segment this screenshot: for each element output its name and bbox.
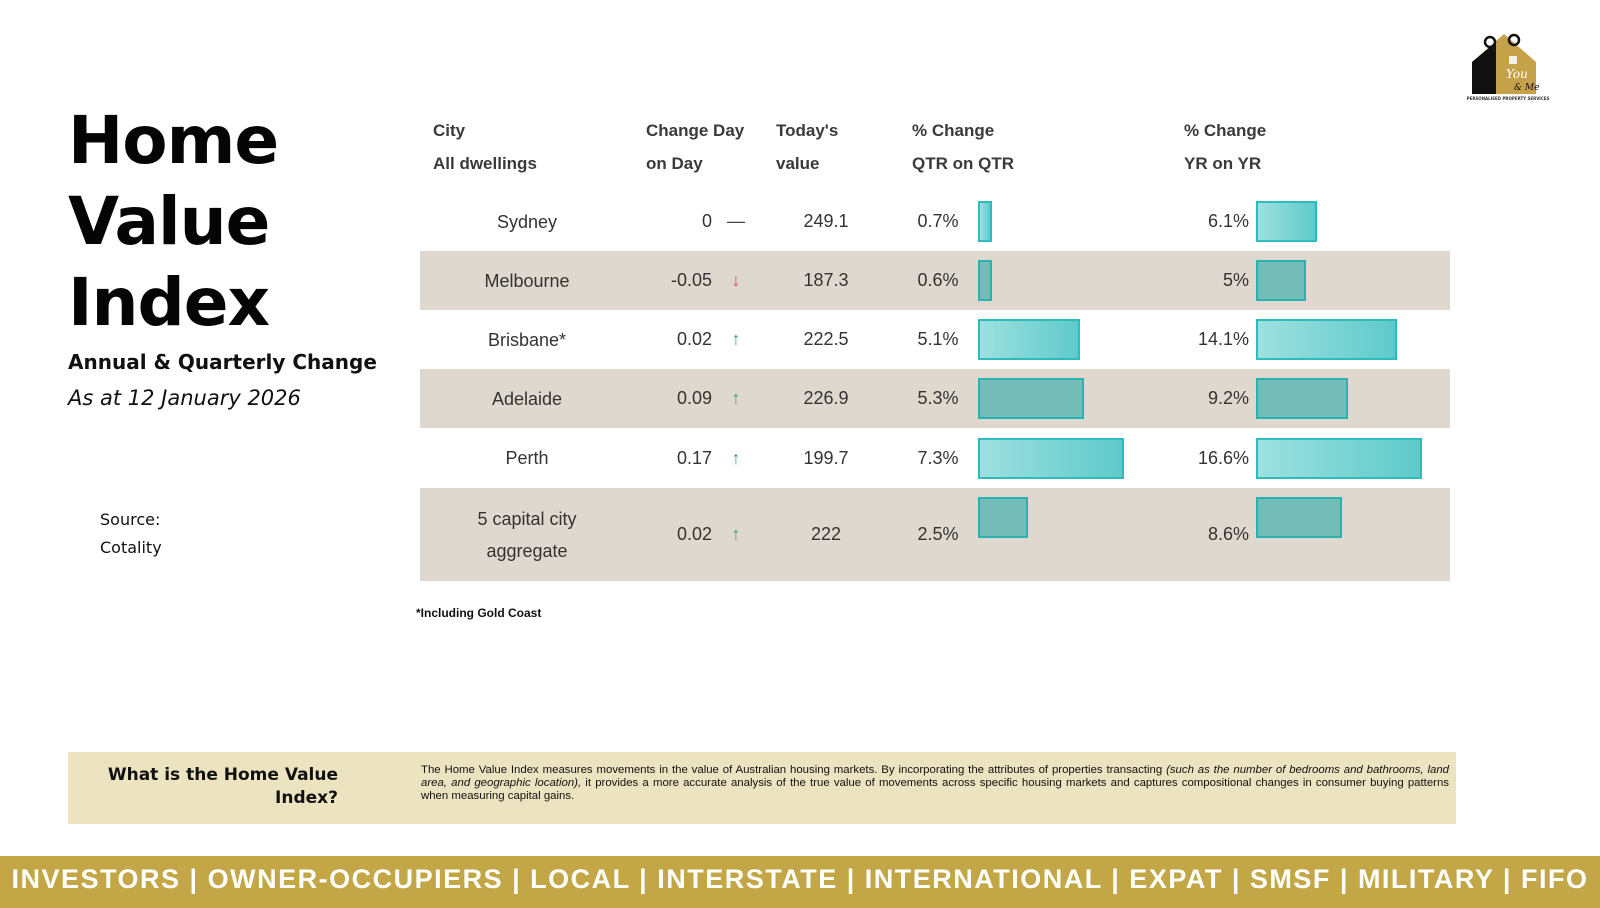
definition-text-1: The Home Value Index measures movements … [421, 764, 1167, 776]
header-change-line1: Change Day [646, 121, 745, 140]
trend-down-icon: ↓ [731, 270, 741, 290]
title-line-1: Home [68, 102, 279, 179]
city-name: Melbourne [484, 270, 570, 291]
city-name: Sydney [496, 211, 558, 232]
change-value: 0.02 [676, 329, 712, 349]
header-value-line2: value [776, 154, 820, 173]
table-row: 5 capital city aggregate 0.02 ↑ 222 2.5%… [420, 488, 1450, 581]
city-name: Perth [505, 448, 549, 468]
qtr-bar [978, 438, 1124, 479]
city-name: Brisbane* [487, 329, 567, 350]
yr-change: 8.6% [1207, 524, 1249, 544]
yr-change: 6.1% [1207, 211, 1249, 231]
header-yr-line1: % Change [1184, 121, 1267, 140]
today-value: 199.7 [803, 447, 849, 468]
qtr-change: 0.6% [917, 270, 959, 290]
definition-question: What is the Home Value Index? [107, 765, 338, 808]
audience-banner: INVESTORS | OWNER-OCCUPIERS | LOCAL | IN… [0, 856, 1600, 908]
table-row: Melbourne -0.05 ↓ 187.3 0.6% 5% [420, 251, 1450, 310]
change-value: 0 [701, 211, 712, 231]
audience-banner-text: INVESTORS | OWNER-OCCUPIERS | LOCAL | IN… [11, 864, 1589, 894]
qtr-bar [978, 497, 1028, 538]
source-note: Source: Cotality [100, 506, 162, 562]
change-value: -0.05 [670, 270, 712, 290]
change-value: 0.09 [676, 388, 712, 408]
page-title: Home Value Index [68, 100, 279, 343]
trend-up-icon: ↑ [731, 329, 741, 349]
trend-up-icon: ↑ [731, 388, 741, 408]
today-value: 249.1 [803, 211, 849, 231]
qtr-change: 5.3% [917, 388, 959, 408]
table-row: Perth 0.17 ↑ 199.7 7.3% 16.6% [420, 428, 1450, 488]
city-name: 5 capital city aggregate [420, 488, 634, 581]
yr-change: 16.6% [1197, 447, 1249, 468]
definition-text-italic: (such as the number of bedrooms and bath… [421, 764, 1449, 789]
header-yr-line2: YR on YR [1184, 154, 1262, 173]
yr-bar [1256, 201, 1317, 242]
yr-change: 5% [1222, 270, 1249, 290]
change-value: 0.02 [676, 524, 712, 544]
qtr-change: 7.3% [917, 447, 959, 468]
title-line-3: Index [68, 264, 270, 341]
today-value: 222 [810, 524, 842, 544]
qtr-bar [978, 260, 992, 301]
page-subtitle: Annual & Quarterly Change [68, 350, 377, 374]
definition-answer: The Home Value Index measures movements … [421, 764, 1449, 803]
city-name: Adelaide [491, 388, 563, 409]
qtr-change: 0.7% [917, 211, 959, 231]
trend-up-icon: ↑ [731, 524, 741, 544]
logo-text-me: & Me [1514, 83, 1539, 93]
logo-text-you: You [1506, 67, 1528, 81]
qtr-bar [978, 201, 992, 242]
trend-up-icon: ↑ [731, 447, 741, 468]
qtr-bar [978, 378, 1084, 419]
header-qtr-line1: % Change [912, 121, 995, 140]
header-city-line1: City [433, 121, 466, 140]
header-change-line2: on Day [646, 154, 703, 173]
logo-tagline: PERSONALISED PROPERTY SERVICES [1467, 96, 1550, 101]
header-qtr: % Change QTR on QTR [912, 114, 1014, 180]
city-name-line1: 5 capital city [477, 508, 577, 529]
qtr-change: 5.1% [917, 329, 959, 349]
city-name-line2: aggregate [486, 540, 568, 561]
yr-bar [1256, 319, 1397, 360]
company-logo: You & Me PERSONALISED PROPERTY SERVICES [1466, 28, 1550, 102]
qtr-bar [978, 319, 1080, 360]
yr-bar [1256, 497, 1342, 538]
source-label: Source: [100, 510, 161, 529]
title-line-2: Value [68, 183, 270, 260]
yr-change: 14.1% [1197, 329, 1249, 349]
yr-change: 9.2% [1207, 388, 1249, 408]
today-value: 187.3 [803, 270, 849, 290]
yr-bar [1256, 378, 1348, 419]
trend-flat-icon: — [727, 211, 745, 231]
table-row: Brisbane* 0.02 ↑ 222.5 5.1% 14.1% [420, 310, 1450, 369]
header-value: Today's value [776, 114, 838, 180]
definition-panel: What is the Home Value Index? The Home V… [68, 752, 1456, 824]
table-row: Sydney 0 — 249.1 0.7% 6.1% [420, 192, 1450, 251]
as-at-date: As at 12 January 2026 [68, 386, 301, 410]
header-yr: % Change YR on YR [1184, 114, 1266, 180]
definition-text-2: it provides a more accurate analysis of … [421, 777, 1450, 802]
yr-bar [1256, 438, 1422, 479]
header-change: Change Day on Day [646, 114, 744, 180]
today-value: 226.9 [803, 388, 849, 408]
change-value: 0.17 [676, 447, 712, 468]
header-city-line2: All dwellings [433, 154, 537, 173]
qtr-change: 2.5% [917, 524, 959, 544]
header-value-line1: Today's [776, 121, 839, 140]
header-qtr-line2: QTR on QTR [912, 154, 1014, 173]
source-value: Cotality [100, 538, 162, 557]
today-value: 222.5 [803, 329, 849, 349]
table-row: Adelaide 0.09 ↑ 226.9 5.3% 9.2% [420, 369, 1450, 428]
footnote: *Including Gold Coast [416, 606, 542, 620]
yr-bar [1256, 260, 1306, 301]
header-city: City All dwellings [433, 114, 537, 180]
